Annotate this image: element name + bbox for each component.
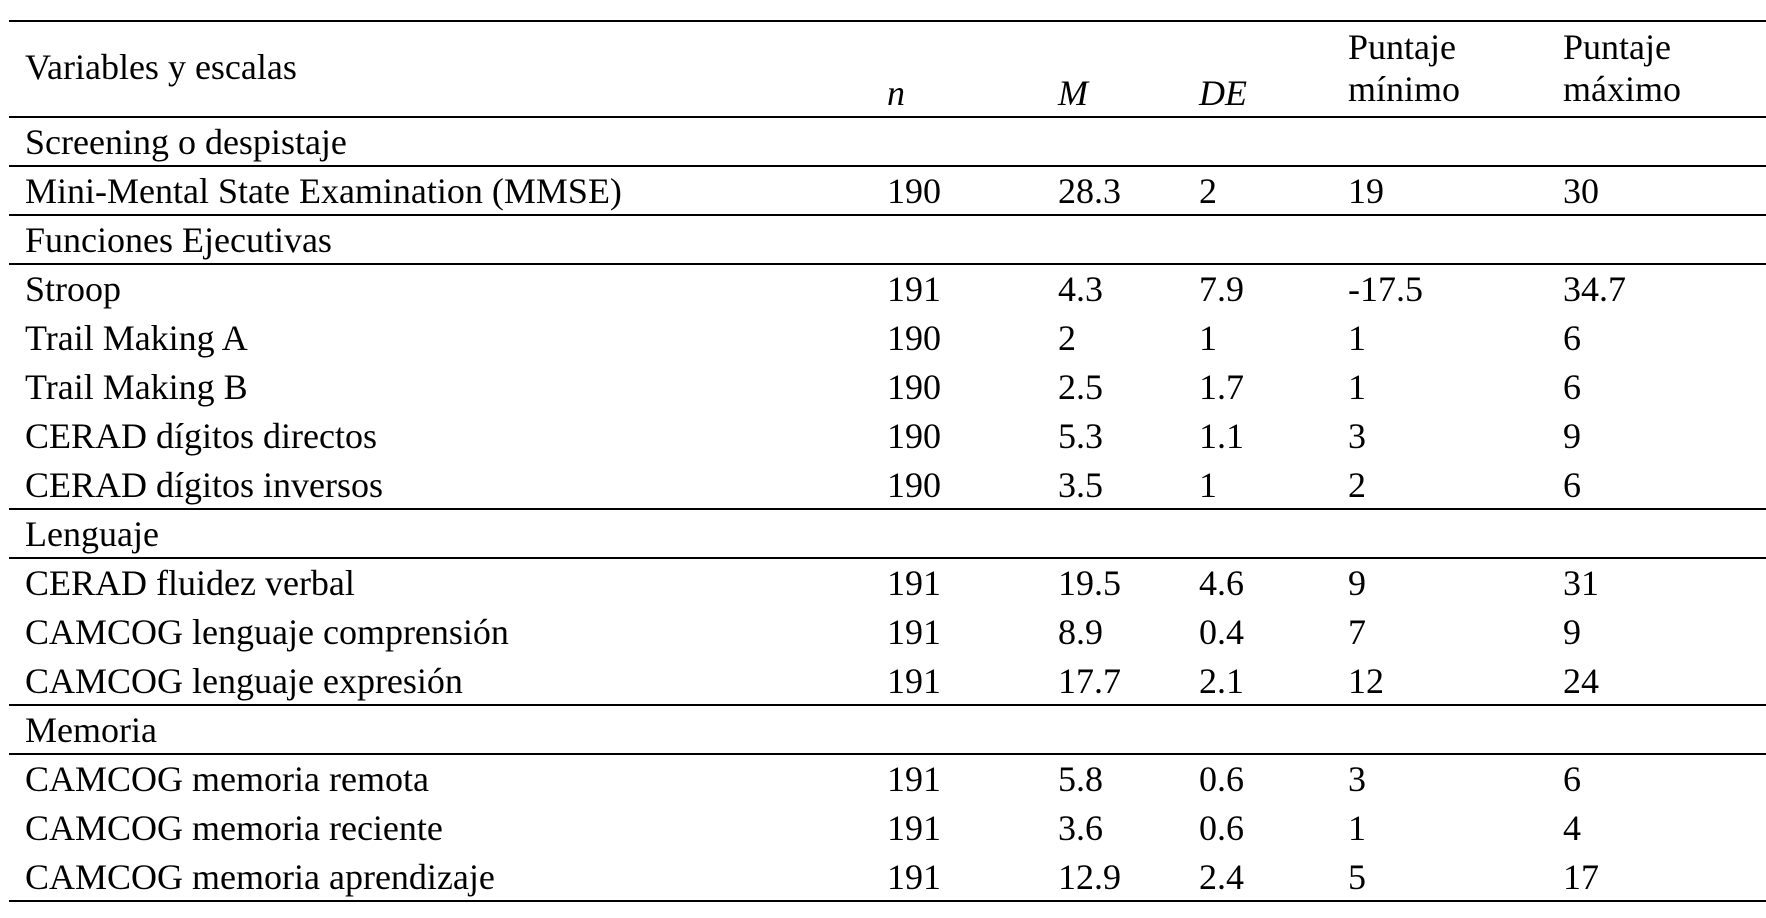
table-cell: 2	[1058, 318, 1076, 358]
row-label: Mini-Mental State Examination (MMSE)	[25, 171, 622, 211]
rule	[9, 214, 1766, 216]
table-cell: 3	[1348, 759, 1366, 799]
table-cell: 191	[887, 661, 941, 701]
table-cell: 191	[887, 563, 941, 603]
table-cell: 0.6	[1199, 759, 1244, 799]
table-cell: 7	[1348, 612, 1366, 652]
table-cell: 19.5	[1058, 563, 1121, 603]
table-cell: 1	[1348, 808, 1366, 848]
table-cell: 0.6	[1199, 808, 1244, 848]
section-title: Screening o despistaje	[25, 122, 347, 162]
table-cell: 9	[1563, 612, 1581, 652]
column-header: n	[887, 73, 905, 113]
table-cell: 6	[1563, 759, 1581, 799]
rule	[9, 20, 1766, 22]
row-label: Stroop	[25, 269, 122, 309]
table-cell: 4.6	[1199, 563, 1244, 603]
table-cell: 30	[1563, 171, 1599, 211]
table-cell: 28.3	[1058, 171, 1121, 211]
table-cell: 12	[1348, 661, 1384, 701]
column-header: Variables y escalas	[25, 47, 297, 87]
table-cell: 1	[1348, 367, 1366, 407]
rule	[9, 900, 1766, 902]
section-title: Funciones Ejecutivas	[25, 220, 332, 260]
table-cell: 3	[1348, 416, 1366, 456]
rule	[9, 116, 1766, 118]
rule	[9, 508, 1766, 510]
row-label: CAMCOG memoria remota	[25, 759, 429, 799]
table-cell: 191	[887, 808, 941, 848]
rule	[9, 165, 1766, 167]
table-cell: 2	[1348, 465, 1366, 505]
table-cell: -17.5	[1348, 269, 1423, 309]
table-cell: 1	[1348, 318, 1366, 358]
row-label: CERAD dígitos inversos	[25, 465, 384, 505]
table-cell: 190	[887, 171, 941, 211]
table-cell: 191	[887, 269, 941, 309]
row-label: Trail Making A	[25, 318, 248, 358]
table-cell: 1.7	[1199, 367, 1244, 407]
table-cell: 6	[1563, 318, 1581, 358]
table-cell: 190	[887, 367, 941, 407]
table-cell: 3.6	[1058, 808, 1103, 848]
row-label: Trail Making B	[25, 367, 248, 407]
table-cell: 3.5	[1058, 465, 1103, 505]
rule	[9, 263, 1766, 265]
table-cell: 8.9	[1058, 612, 1103, 652]
table-cell: 31	[1563, 563, 1599, 603]
column-header: Puntaje máximo	[1563, 27, 1681, 109]
table-cell: 2.1	[1199, 661, 1244, 701]
row-label: CERAD dígitos directos	[25, 416, 377, 456]
row-label: CAMCOG memoria aprendizaje	[25, 857, 495, 897]
table-cell: 7.9	[1199, 269, 1244, 309]
table-cell: 5.3	[1058, 416, 1103, 456]
row-label: CAMCOG lenguaje expresión	[25, 661, 463, 701]
table-cell: 4	[1563, 808, 1581, 848]
table-cell: 6	[1563, 367, 1581, 407]
table-cell: 5.8	[1058, 759, 1103, 799]
table-cell: 12.9	[1058, 857, 1121, 897]
row-label: CAMCOG lenguaje comprensión	[25, 612, 509, 652]
rule	[9, 704, 1766, 706]
table-cell: 4.3	[1058, 269, 1103, 309]
column-header: Puntaje mínimo	[1348, 27, 1461, 109]
table-cell: 9	[1348, 563, 1366, 603]
table-cell: 2.5	[1058, 367, 1103, 407]
table-cell: 1	[1199, 318, 1217, 358]
table-cell: 17.7	[1058, 661, 1121, 701]
row-label: CERAD fluidez verbal	[25, 563, 355, 603]
row-label: CAMCOG memoria reciente	[25, 808, 443, 848]
table-cell: 19	[1348, 171, 1384, 211]
section-title: Lenguaje	[25, 514, 159, 554]
table-cell: 191	[887, 857, 941, 897]
rule	[9, 753, 1766, 755]
table-cell: 191	[887, 612, 941, 652]
table-cell: 1	[1199, 465, 1217, 505]
column-header: DE	[1199, 73, 1247, 113]
table-cell: 190	[887, 318, 941, 358]
table-cell: 190	[887, 465, 941, 505]
table-cell: 2.4	[1199, 857, 1244, 897]
table-cell: 190	[887, 416, 941, 456]
table-cell: 5	[1348, 857, 1366, 897]
table-cell: 34.7	[1563, 269, 1626, 309]
table-cell: 1.1	[1199, 416, 1244, 456]
table-cell: 24	[1563, 661, 1599, 701]
rule	[9, 557, 1766, 559]
table-cell: 2	[1199, 171, 1217, 211]
table-cell: 6	[1563, 465, 1581, 505]
column-header: M	[1058, 73, 1088, 113]
table-cell: 9	[1563, 416, 1581, 456]
table-cell: 17	[1563, 857, 1599, 897]
table-cell: 191	[887, 759, 941, 799]
section-title: Memoria	[25, 710, 157, 750]
table-cell: 0.4	[1199, 612, 1244, 652]
